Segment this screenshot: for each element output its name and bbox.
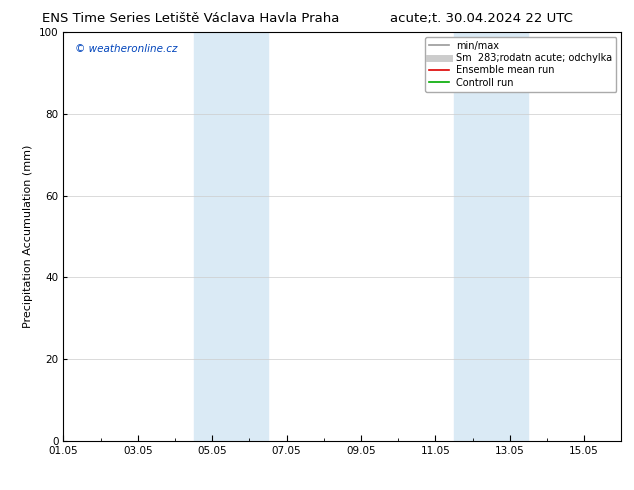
Y-axis label: Precipitation Accumulation (mm): Precipitation Accumulation (mm) — [23, 145, 34, 328]
Text: © weatheronline.cz: © weatheronline.cz — [75, 44, 177, 54]
Bar — [193, 32, 268, 441]
Legend: min/max, Sm  283;rodatn acute; odchylka, Ensemble mean run, Controll run: min/max, Sm 283;rodatn acute; odchylka, … — [425, 37, 616, 92]
Text: acute;t. 30.04.2024 22 UTC: acute;t. 30.04.2024 22 UTC — [391, 12, 573, 25]
Text: ENS Time Series Letiště Václava Havla Praha: ENS Time Series Letiště Václava Havla Pr… — [41, 12, 339, 25]
Bar — [454, 32, 528, 441]
